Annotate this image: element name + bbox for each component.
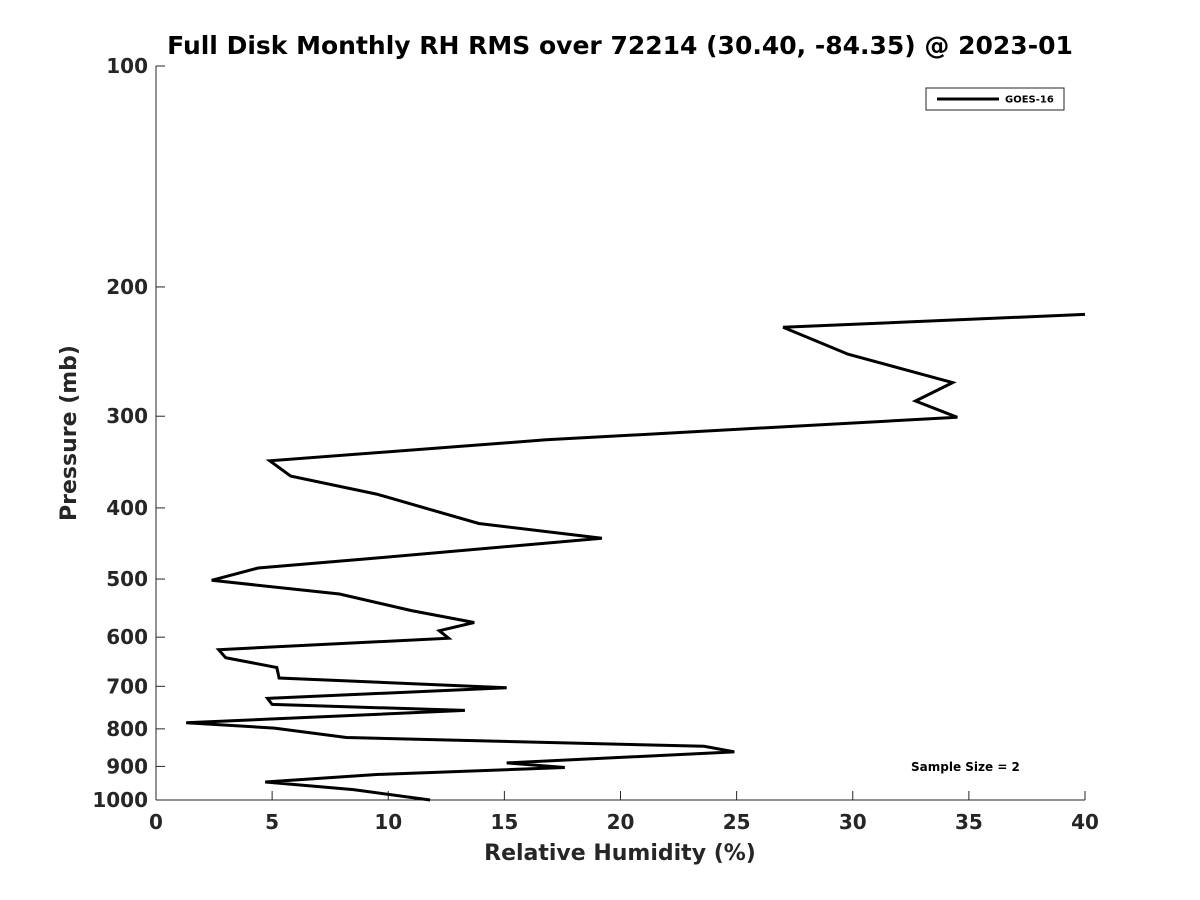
y-tick-label: 300: [106, 404, 148, 428]
x-tick-label: 15: [490, 810, 518, 834]
x-tick-label: 25: [723, 810, 751, 834]
y-tick-label: 600: [106, 625, 148, 649]
y-tick-label: 100: [106, 54, 148, 78]
x-tick-label: 30: [839, 810, 867, 834]
x-axis-label: Relative Humidity (%): [484, 841, 756, 866]
y-tick-label: 800: [106, 717, 148, 741]
y-ticks: 100 200 300 400 500 600 700 800 900 1000: [92, 54, 165, 812]
x-ticks: 0 5 10 15 20 25 30 35 40: [149, 791, 1099, 834]
x-tick-label: 35: [955, 810, 983, 834]
y-tick-label: 500: [106, 567, 148, 591]
y-tick-label: 900: [106, 754, 148, 778]
series-layer: [186, 312, 1086, 802]
x-tick-label: 20: [607, 810, 635, 834]
x-tick-label: 0: [149, 810, 163, 834]
y-tick-label: 700: [106, 674, 148, 698]
y-tick-label: 1000: [92, 788, 148, 812]
legend-label-goes-16: GOES-16: [1005, 95, 1054, 106]
axes: [155, 66, 1085, 801]
chart-title: Full Disk Monthly RH RMS over 72214 (30.…: [167, 31, 1073, 60]
x-tick-label: 5: [265, 810, 279, 834]
y-tick-label: 200: [106, 275, 148, 299]
x-tick-label: 10: [374, 810, 402, 834]
sample-size-annotation: Sample Size = 2: [911, 760, 1020, 774]
legend: GOES-16: [925, 87, 1065, 111]
series-line-goes-16: [186, 312, 1086, 802]
x-tick-label: 40: [1071, 810, 1099, 834]
y-axis-label: Pressure (mb): [57, 345, 82, 521]
y-tick-label: 400: [106, 496, 148, 520]
